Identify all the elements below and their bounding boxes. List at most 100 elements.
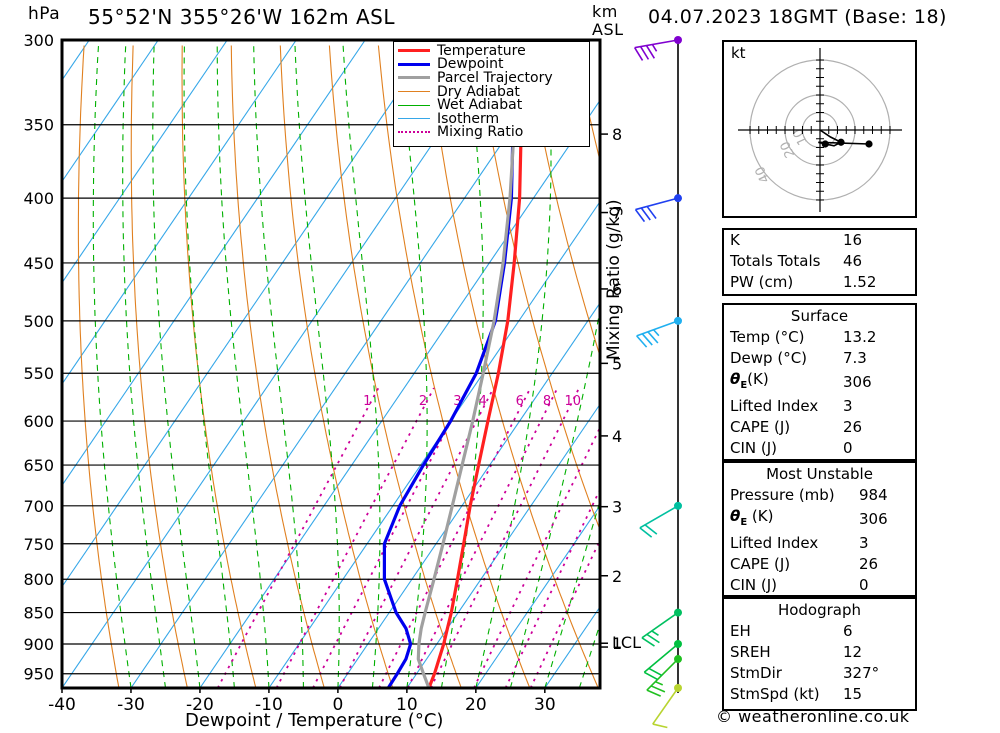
- dry-adiabat-line: [967, 46, 1000, 689]
- mixing-ratio-label: 3: [453, 394, 461, 409]
- hodograph-unit-label: kt: [731, 44, 746, 62]
- wet-adiabat-line: [216, 45, 270, 688]
- dry-adiabat-line: [230, 45, 325, 688]
- isotherm-line: [406, 403, 600, 688]
- index-value: 7.3: [843, 349, 867, 367]
- wet-adiabat-line: [993, 46, 1000, 689]
- pressure-tick-label: 850: [23, 604, 54, 623]
- index-label: SREH: [730, 643, 771, 661]
- legend-label: Mixing Ratio: [437, 124, 524, 141]
- chart-legend: Temperature Dewpoint Parcel Trajectory Dry …: [393, 41, 590, 147]
- legend-item: Temperature: [394, 44, 589, 58]
- wind-barb: [633, 36, 682, 61]
- pressure-tick-label: 450: [23, 254, 54, 273]
- dry-adiabat-line: [525, 45, 600, 358]
- temp-tick-label: 20: [465, 695, 487, 715]
- indices-table-most-unstable: Pressure (mb) 984 θE (K) 306 Lifted Inde…: [724, 485, 915, 596]
- index-label: CAPE (J): [730, 555, 791, 573]
- km-tick-label: 2: [612, 567, 622, 586]
- table-row: CIN (J) 0: [724, 575, 915, 596]
- dry-adiabat-line: [130, 45, 188, 688]
- indices-table-hodograph: EH 6 SREH 12 StmDir 327° StmSpd (kt) 15: [724, 621, 915, 705]
- legend-swatch: [398, 91, 430, 93]
- legend-label: Wet Adiabat: [437, 97, 523, 114]
- wet-adiabat-line: [92, 45, 132, 688]
- legend-item: Dry Adiabat: [394, 85, 589, 99]
- legend-swatch: [398, 131, 430, 134]
- hodograph-ring-label: 40: [753, 164, 774, 185]
- pressure-tick-label: 300: [23, 31, 54, 50]
- table-row: StmDir 327°: [724, 663, 915, 684]
- mixing-ratio-label: 15: [605, 394, 622, 409]
- index-label: EH: [730, 622, 751, 640]
- wind-barb: [643, 639, 682, 681]
- legend-label: Isotherm: [437, 110, 500, 127]
- dry-adiabat-line: [77, 45, 120, 688]
- wet-adiabat-line: [183, 45, 235, 688]
- wet-adiabat-line: [544, 498, 600, 688]
- mixing-ratio-label: 2: [419, 394, 427, 409]
- legend-swatch: [398, 104, 430, 106]
- lcl-label: LCL: [612, 633, 641, 652]
- legend-swatch: [398, 76, 430, 80]
- index-value: 1.52: [843, 273, 877, 291]
- table-row: Pressure (mb) 984: [724, 485, 915, 506]
- wet-adiabat-line: [294, 45, 340, 688]
- index-value: 3: [843, 397, 853, 415]
- left-axis-unit: hPa: [28, 4, 61, 24]
- index-label: Lifted Index: [730, 397, 819, 415]
- indices-panel-most-unstable: Most Unstable Pressure (mb) 984 θE (K) 3…: [722, 461, 917, 597]
- mixing-ratio-label: 8: [543, 394, 551, 409]
- index-value: 26: [859, 555, 879, 573]
- isotherm-line: [62, 40, 228, 284]
- mixing-ratio-line: [504, 487, 600, 688]
- index-label: Lifted Index: [730, 534, 819, 552]
- mixing-ratio-label: 6: [516, 394, 524, 409]
- wet-adiabat-line: [509, 307, 600, 688]
- wet-adiabat-line: [959, 46, 1000, 689]
- pressure-tick-label: 900: [23, 635, 54, 654]
- mixing-ratio-label: 4: [479, 394, 487, 409]
- index-value: 0: [843, 439, 853, 457]
- pressure-tick-label: 350: [23, 116, 54, 135]
- index-label: StmDir: [730, 664, 782, 682]
- legend-swatch: [398, 62, 430, 66]
- mixing-ratio-line: [275, 387, 435, 688]
- table-row: Dewp (°C) 7.3: [724, 348, 915, 369]
- temp-tick-label: 0: [332, 695, 343, 715]
- index-value: 6: [843, 622, 853, 640]
- indices-table-basic: K 16 Totals Totals 46 PW (cm) 1.52: [724, 230, 915, 293]
- table-row: Lifted Index 3: [724, 396, 915, 417]
- table-row: K 16: [724, 230, 915, 251]
- isotherm-line: [268, 200, 600, 688]
- mixing-ratio-line: [529, 538, 600, 688]
- table-row: CAPE (J) 26: [724, 417, 915, 438]
- table-row: PW (cm) 1.52: [724, 272, 915, 293]
- temp-tick-label: -20: [186, 695, 214, 715]
- page-title: 55°52'N 355°26'W 162m ASL: [88, 5, 396, 29]
- wet-adiabat-line: [253, 45, 304, 688]
- dry-adiabat-line: [328, 45, 462, 688]
- temp-tick-label: 10: [396, 695, 418, 715]
- isotherm-line: [62, 40, 366, 487]
- index-value: 12: [843, 643, 863, 661]
- temp-tick-label: -10: [255, 695, 283, 715]
- index-value: 3: [859, 534, 869, 552]
- hodograph-point: [865, 140, 873, 148]
- mixing-ratio-label: 25: [658, 394, 675, 409]
- surface-section-title: Surface: [790, 307, 849, 325]
- legend-item: Wet Adiabat: [394, 98, 589, 112]
- isotherm-line: [475, 504, 600, 688]
- table-row: Totals Totals 46: [724, 251, 915, 272]
- index-label-theta-e: θE(K): [730, 370, 769, 391]
- mixing-ratio-axis-title: Mixing Ratio (g/kg): [604, 199, 624, 360]
- wind-barb: [652, 684, 682, 729]
- wet-adiabat-line: [342, 45, 381, 688]
- hodograph-panel: 10 20 40: [722, 40, 917, 218]
- pressure-tick-label: 550: [23, 364, 54, 383]
- isotherm-line: [62, 40, 504, 688]
- profile-line-parcel-trajectory: [416, 40, 519, 688]
- right-axis-unit-km: km: [592, 2, 618, 21]
